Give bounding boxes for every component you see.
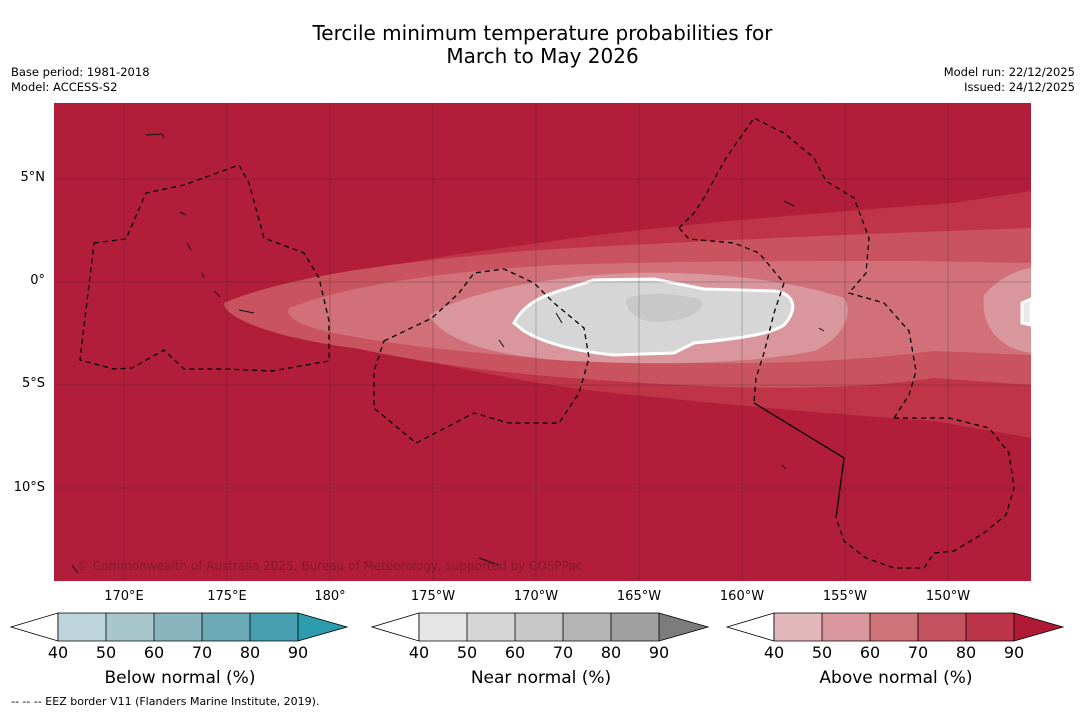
colorbar-above-swatch-2 <box>822 613 870 641</box>
colorbar-near-label: Near normal (%) <box>470 668 612 688</box>
colorbar-below-tick-40: 40 <box>47 643 69 662</box>
colorbar-above-extend-low <box>726 612 775 642</box>
probability-near-50 <box>626 293 703 323</box>
colorbar-above-tick-50: 50 <box>811 643 833 662</box>
colorbar-near-extend-low <box>371 612 420 642</box>
eez-border-cooks <box>835 417 1015 569</box>
probability-near-east <box>1020 297 1031 327</box>
lat-label-5s: 5°S <box>21 376 45 391</box>
title-line-2: March to May 2026 <box>446 44 639 68</box>
colorbar-near-tick-50: 50 <box>456 643 478 662</box>
colorbar-below-tick-60: 60 <box>143 643 165 662</box>
islands <box>71 133 825 574</box>
lon-label-175e: 175°E <box>207 589 247 604</box>
probability-above-50-east <box>983 268 1031 353</box>
lon-label-180: 180° <box>314 589 346 604</box>
colorbar-below-swatch-5 <box>250 613 298 641</box>
lon-label-170w: 170°W <box>513 589 559 604</box>
colorbar-below-extend-low <box>10 612 59 642</box>
metadata-right: Model run: 22/12/2025 Issued: 24/12/2025 <box>944 65 1075 95</box>
colorbar-near-swatch-5 <box>611 613 659 641</box>
colorbar-below-label: Below normal (%) <box>104 668 256 688</box>
lon-label-170e: 170°E <box>104 589 144 604</box>
colorbar-above-swatch-1 <box>774 613 822 641</box>
lon-label-165w: 165°W <box>616 589 662 604</box>
graticule <box>54 103 1031 581</box>
colorbar-above-swatch-5 <box>966 613 1014 641</box>
colorbar-below-swatch-1 <box>58 613 106 641</box>
colorbar-near-normal <box>371 612 710 642</box>
colorbar-above-tick-90: 90 <box>1003 643 1025 662</box>
model-name: Model: ACCESS-S2 <box>11 80 118 94</box>
colorbar-above-normal <box>726 612 1065 642</box>
colorbar-below-tick-80: 80 <box>239 643 261 662</box>
eez-borders <box>79 117 1015 569</box>
colorbar-above-tick-60: 60 <box>859 643 881 662</box>
issued-date: Issued: 24/12/2025 <box>964 80 1075 94</box>
lon-label-175w: 175°W <box>410 589 456 604</box>
colorbar-above-label: Above normal (%) <box>819 668 973 688</box>
colorbar-near-swatch-3 <box>515 613 563 641</box>
colorbar-above-tick-40: 40 <box>763 643 785 662</box>
colorbar-below-normal <box>10 612 349 642</box>
colorbar-near-tick-80: 80 <box>600 643 622 662</box>
lat-label-5n: 5°N <box>20 170 46 185</box>
lat-label-10s: 10°S <box>13 480 45 495</box>
colorbar-above-extend-high <box>1014 613 1063 641</box>
title-line-1: Tercile minimum temperature probabilitie… <box>312 21 773 45</box>
colorbar-below-tick-70: 70 <box>191 643 213 662</box>
colorbar-below-swatch-2 <box>106 613 154 641</box>
colorbar-above-tick-80: 80 <box>955 643 977 662</box>
colorbar-below-tick-90: 90 <box>287 643 309 662</box>
lon-label-150w: 150°W <box>925 589 971 604</box>
map-canvas <box>54 103 1031 581</box>
colorbar-below-swatch-4 <box>202 613 250 641</box>
colorbar-above-tick-70: 70 <box>907 643 929 662</box>
colorbar-near-extend-high <box>659 613 708 641</box>
lat-label-0: 0° <box>30 273 45 288</box>
colorbar-above-swatch-3 <box>870 613 918 641</box>
lon-label-155w: 155°W <box>822 589 868 604</box>
eez-border-solid <box>753 402 845 519</box>
colorbar-below-tick-50: 50 <box>95 643 117 662</box>
metadata-left: Base period: 1981-2018 Model: ACCESS-S2 <box>11 65 150 95</box>
colorbar-near-swatch-1 <box>419 613 467 641</box>
copyright-notice: © Commonwealth of Australia 2025, Bureau… <box>77 559 583 573</box>
colorbar-near-swatch-4 <box>563 613 611 641</box>
colorbar-near-tick-60: 60 <box>504 643 526 662</box>
colorbar-near-tick-90: 90 <box>648 643 670 662</box>
lon-label-160w: 160°W <box>719 589 765 604</box>
base-period: Base period: 1981-2018 <box>11 65 150 79</box>
colorbar-near-tick-70: 70 <box>552 643 574 662</box>
map-title: Tercile minimum temperature probabilitie… <box>0 22 1085 68</box>
model-run-date: Model run: 22/12/2025 <box>943 65 1075 79</box>
colorbar-near-tick-40: 40 <box>408 643 430 662</box>
colorbar-above-swatch-4 <box>918 613 966 641</box>
eez-footnote: -- -- -- EEZ border V11 (Flanders Marine… <box>11 695 320 708</box>
eez-border-phoenix <box>678 117 917 419</box>
colorbar-near-swatch-2 <box>467 613 515 641</box>
colorbar-below-swatch-3 <box>154 613 202 641</box>
colorbar-below-extend-high <box>298 613 347 641</box>
eez-border-line-junction <box>678 227 785 404</box>
map-panel <box>54 103 1031 581</box>
eez-border-tuvalu <box>79 164 330 372</box>
